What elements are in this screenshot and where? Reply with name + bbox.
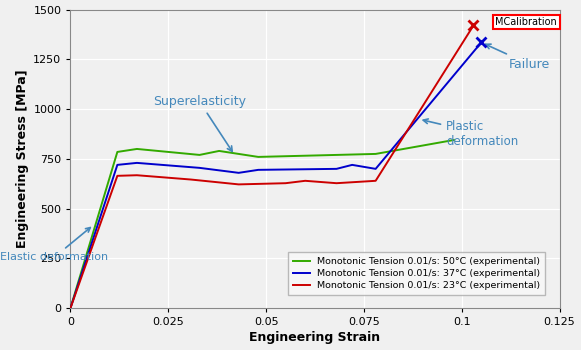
Monotonic Tension 0.01/s: 50°C (experimental): (0, 0): 50°C (experimental): (0, 0) xyxy=(67,306,74,310)
Monotonic Tension 0.01/s: 23°C (experimental): (0.03, 648): 23°C (experimental): (0.03, 648) xyxy=(184,177,191,181)
Monotonic Tension 0.01/s: 37°C (experimental): (0.0401, 687): 37°C (experimental): (0.0401, 687) xyxy=(224,169,231,174)
Monotonic Tension 0.01/s: 37°C (experimental): (0.0126, 721): 37°C (experimental): (0.0126, 721) xyxy=(116,162,123,167)
Monotonic Tension 0.01/s: 50°C (experimental): (0.0604, 766): 50°C (experimental): (0.0604, 766) xyxy=(303,154,310,158)
Monotonic Tension 0.01/s: 37°C (experimental): (0.068, 700): 37°C (experimental): (0.068, 700) xyxy=(333,167,340,171)
Monotonic Tension 0.01/s: 50°C (experimental): (0.0416, 779): 50°C (experimental): (0.0416, 779) xyxy=(229,151,236,155)
Monotonic Tension 0.01/s: 37°C (experimental): (0, 0): 37°C (experimental): (0, 0) xyxy=(67,306,74,310)
Monotonic Tension 0.01/s: 37°C (experimental): (0.0178, 729): 37°C (experimental): (0.0178, 729) xyxy=(137,161,144,165)
Monotonic Tension 0.01/s: 37°C (experimental): (0.0095, 570): 37°C (experimental): (0.0095, 570) xyxy=(104,193,111,197)
Monotonic Tension 0.01/s: 23°C (experimental): (0, 0): 23°C (experimental): (0, 0) xyxy=(67,306,74,310)
Monotonic Tension 0.01/s: 23°C (experimental): (0.101, 1.35e+03): 23°C (experimental): (0.101, 1.35e+03) xyxy=(461,37,468,41)
Monotonic Tension 0.01/s: 50°C (experimental): (0.078, 775): 50°C (experimental): (0.078, 775) xyxy=(372,152,379,156)
Monotonic Tension 0.01/s: 23°C (experimental): (0.0609, 639): 23°C (experimental): (0.0609, 639) xyxy=(305,179,312,183)
Legend: Monotonic Tension 0.01/s: 50°C (experimental), Monotonic Tension 0.01/s: 37°C (e: Monotonic Tension 0.01/s: 50°C (experime… xyxy=(288,252,545,295)
Line: Monotonic Tension 0.01/s: 23°C (experimental): Monotonic Tension 0.01/s: 23°C (experime… xyxy=(70,26,474,308)
Monotonic Tension 0.01/s: 37°C (experimental): (0.105, 1.34e+03): 37°C (experimental): (0.105, 1.34e+03) xyxy=(478,40,485,44)
Monotonic Tension 0.01/s: 23°C (experimental): (0.0586, 637): 23°C (experimental): (0.0586, 637) xyxy=(296,180,303,184)
Monotonic Tension 0.01/s: 50°C (experimental): (0.098, 845): 50°C (experimental): (0.098, 845) xyxy=(450,138,457,142)
Monotonic Tension 0.01/s: 23°C (experimental): (0.0447, 623): 23°C (experimental): (0.0447, 623) xyxy=(242,182,249,186)
Text: Superelasticity: Superelasticity xyxy=(153,95,246,152)
Text: Plastic
deformation: Plastic deformation xyxy=(423,119,518,148)
Monotonic Tension 0.01/s: 37°C (experimental): (0.017, 730): 37°C (experimental): (0.017, 730) xyxy=(134,161,141,165)
Monotonic Tension 0.01/s: 50°C (experimental): (0.0864, 804): 50°C (experimental): (0.0864, 804) xyxy=(405,146,412,150)
Text: Elastic deformation: Elastic deformation xyxy=(0,228,108,262)
Monotonic Tension 0.01/s: 23°C (experimental): (0.103, 1.42e+03): 23°C (experimental): (0.103, 1.42e+03) xyxy=(470,23,477,28)
Line: Monotonic Tension 0.01/s: 50°C (experimental): Monotonic Tension 0.01/s: 50°C (experime… xyxy=(70,140,454,308)
Monotonic Tension 0.01/s: 50°C (experimental): (0.0812, 786): 50°C (experimental): (0.0812, 786) xyxy=(385,149,392,154)
Y-axis label: Engineering Stress [MPa]: Engineering Stress [MPa] xyxy=(16,70,29,248)
Line: Monotonic Tension 0.01/s: 37°C (experimental): Monotonic Tension 0.01/s: 37°C (experime… xyxy=(70,42,481,308)
Text: MCalibration: MCalibration xyxy=(496,17,557,27)
Text: Failure: Failure xyxy=(486,44,550,71)
X-axis label: Engineering Strain: Engineering Strain xyxy=(249,331,381,344)
Monotonic Tension 0.01/s: 50°C (experimental): (0.003, 196): 50°C (experimental): (0.003, 196) xyxy=(78,267,85,271)
Monotonic Tension 0.01/s: 23°C (experimental): (0.0689, 629): 23°C (experimental): (0.0689, 629) xyxy=(336,181,343,185)
